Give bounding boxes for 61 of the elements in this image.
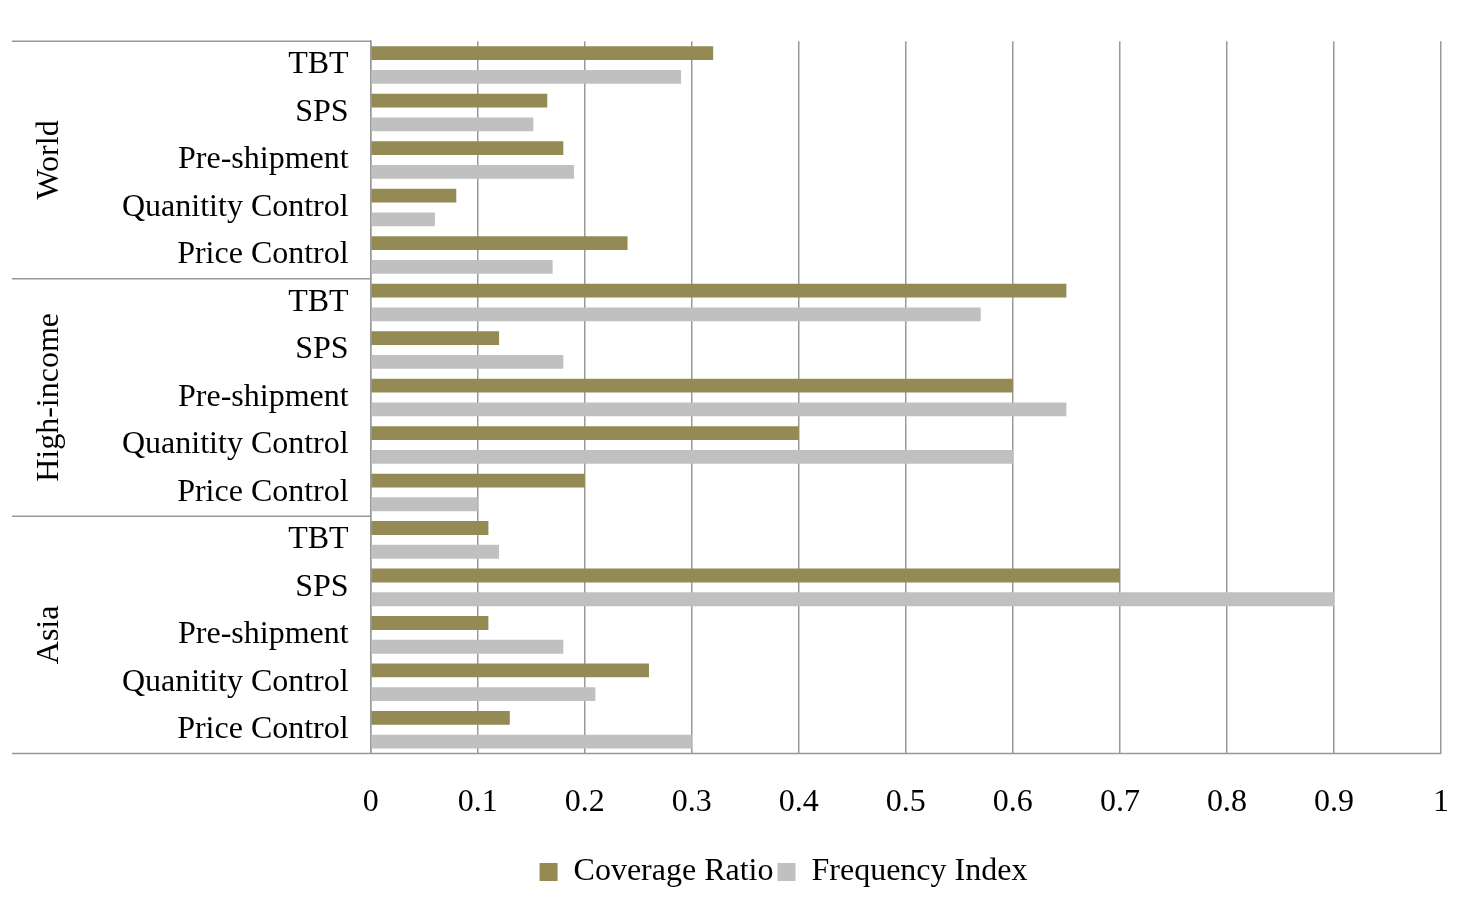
y-tick-label: Pre-shipment xyxy=(178,139,349,176)
y-tick-label: SPS xyxy=(295,566,349,603)
x-tick-label: 1 xyxy=(1433,782,1449,819)
bar xyxy=(371,497,478,512)
y-tick-label: TBT xyxy=(288,519,350,556)
bar xyxy=(371,711,510,725)
x-tick-label: 0.1 xyxy=(457,782,498,819)
bar xyxy=(371,568,1120,583)
bar xyxy=(371,283,1067,298)
bar xyxy=(371,117,534,132)
legend-label: Coverage Ratio xyxy=(573,851,774,888)
bar xyxy=(371,164,575,179)
y-tick-label: SPS xyxy=(295,329,349,366)
x-tick-label: 0.4 xyxy=(778,782,819,819)
y-tick-label: Quanitity Control xyxy=(122,661,349,698)
text: World xyxy=(29,120,66,200)
bar xyxy=(371,402,1067,417)
x-tick-label: 0.2 xyxy=(564,782,605,819)
text: High-income xyxy=(29,312,66,482)
y-tick-label: Pre-shipment xyxy=(178,614,349,651)
x-tick-label: 0.8 xyxy=(1206,782,1247,819)
bar xyxy=(371,449,1013,464)
y-tick-label: TBT xyxy=(288,44,350,81)
y-tick-label: Price Control xyxy=(177,471,349,508)
bar xyxy=(371,639,564,654)
bar xyxy=(371,378,1013,393)
bar xyxy=(371,426,799,440)
y-tick-label: TBT xyxy=(288,281,350,318)
bar xyxy=(371,93,548,108)
bar xyxy=(371,307,981,322)
bar xyxy=(371,259,553,274)
bar xyxy=(371,354,564,369)
bar xyxy=(371,521,489,535)
y-tick-label: SPS xyxy=(295,91,349,128)
text: Asia xyxy=(29,605,66,665)
y-tick-label: Pre-shipment xyxy=(178,376,349,413)
bar xyxy=(371,236,628,250)
bar xyxy=(371,69,682,84)
x-tick-label: 0.6 xyxy=(992,782,1033,819)
bar xyxy=(371,141,564,155)
bar xyxy=(371,544,500,559)
y-tick-label: Price Control xyxy=(177,709,349,746)
y-tick-label: Price Control xyxy=(177,234,349,271)
bar xyxy=(371,592,1334,607)
bar xyxy=(371,331,500,345)
x-tick-label: 0.5 xyxy=(885,782,926,819)
bar xyxy=(371,473,585,488)
bar xyxy=(371,687,596,702)
x-tick-label: 0 xyxy=(362,782,379,819)
x-tick-label: 0.3 xyxy=(671,782,712,819)
bar xyxy=(371,663,649,678)
bar xyxy=(371,616,489,630)
bar xyxy=(371,212,435,227)
x-tick-label: 0.7 xyxy=(1099,782,1140,819)
legend-label: Frequency Index xyxy=(811,851,1028,888)
bar xyxy=(371,734,692,749)
bar xyxy=(371,46,714,60)
y-tick-label: Quanitity Control xyxy=(122,424,349,461)
x-tick-label: 0.9 xyxy=(1313,782,1354,819)
y-tick-label: Quanitity Control xyxy=(122,186,349,223)
bar xyxy=(371,188,457,203)
